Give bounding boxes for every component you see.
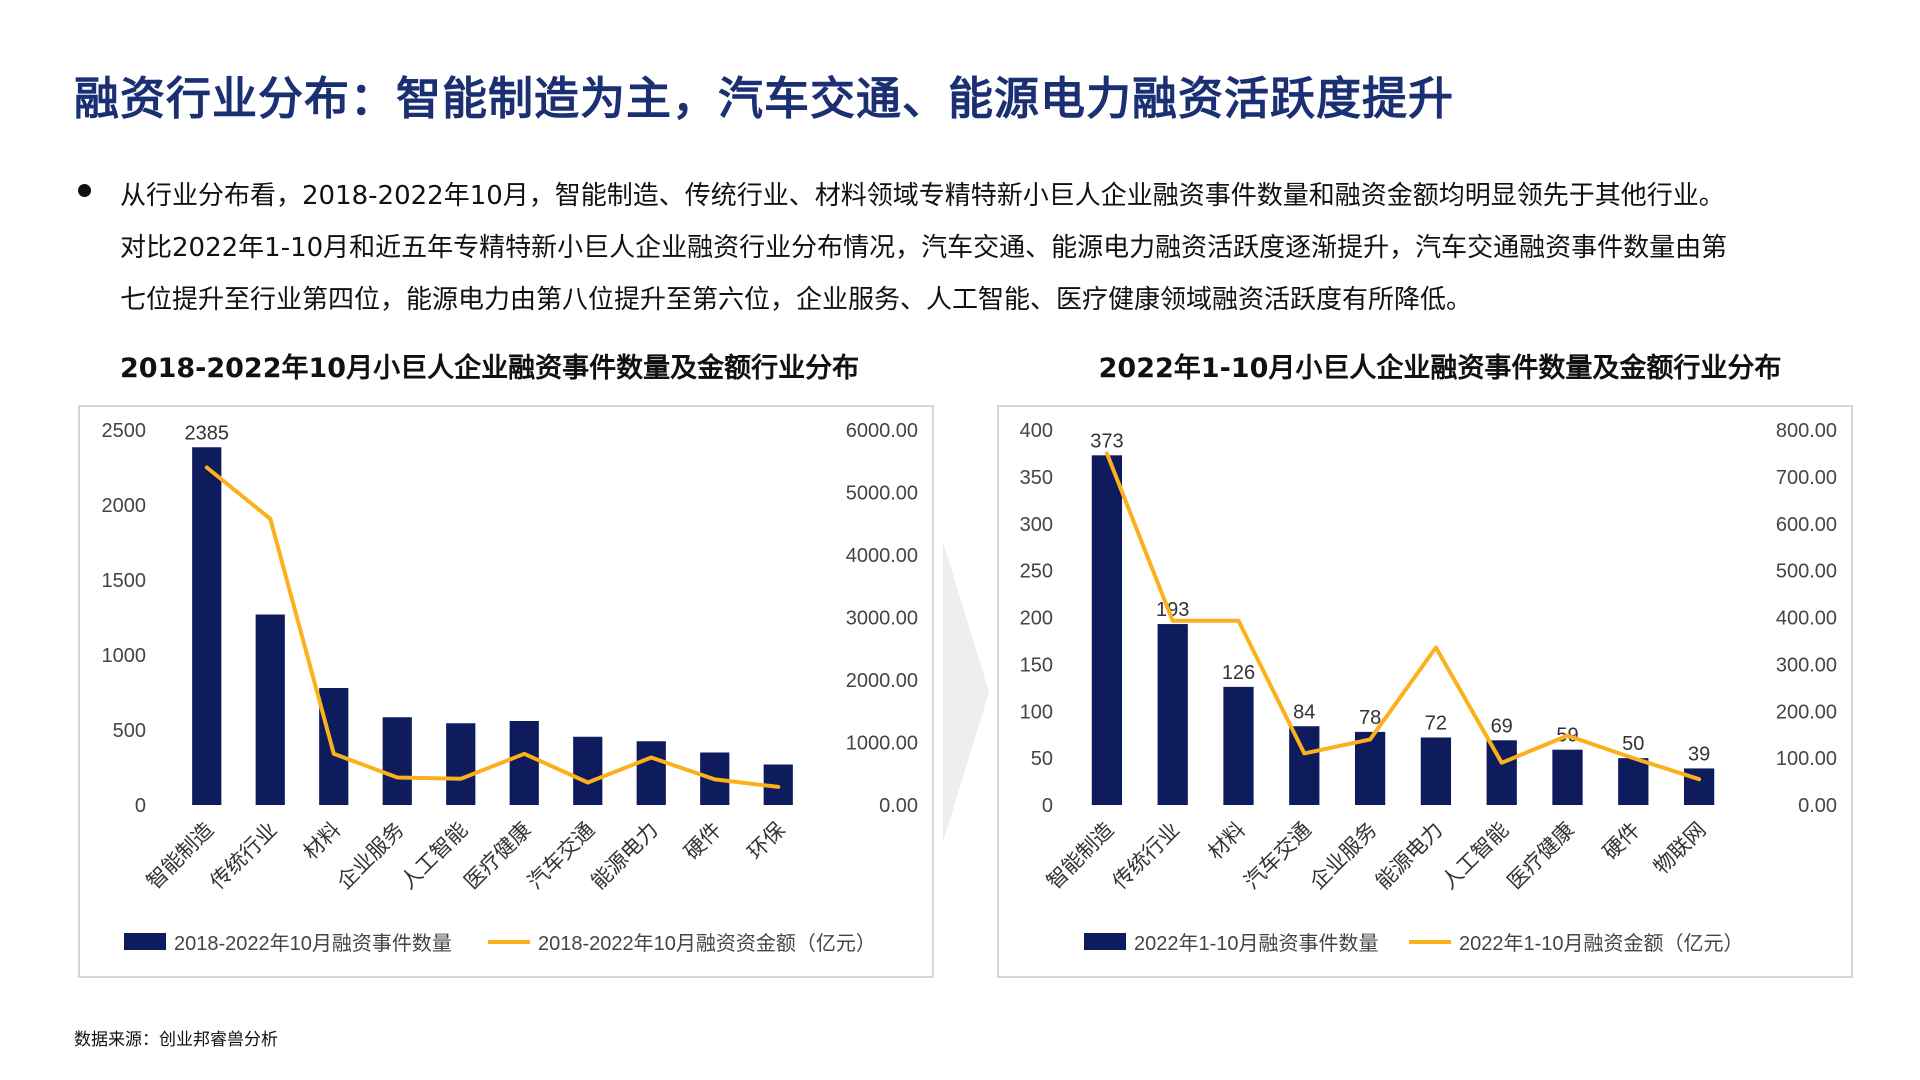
data-label: 2385 xyxy=(185,422,230,444)
x-axis-category-label: 智能制造 xyxy=(143,818,219,894)
x-axis-category-label: 传统行业 xyxy=(206,818,282,894)
legend-bar-label: 2018-2022年10月融资事件数量 xyxy=(174,932,452,955)
arrow-right-icon xyxy=(943,542,989,842)
x-axis-category-label: 硬件 xyxy=(680,818,726,864)
x-axis-category-label: 智能制造 xyxy=(1043,818,1119,894)
chart-bar xyxy=(636,741,666,805)
left-axis-tick: 2000 xyxy=(102,495,147,517)
chart-bar xyxy=(1289,726,1320,805)
x-axis-category-label: 环保 xyxy=(744,818,790,864)
left-axis-tick: 500 xyxy=(113,720,146,742)
left-axis-tick: 250 xyxy=(1020,561,1053,583)
x-axis-category-label: 材料 xyxy=(1204,818,1250,864)
right-axis-tick: 200.00 xyxy=(1776,701,1837,723)
right-axis-tick: 600.00 xyxy=(1776,514,1837,536)
x-axis-category-label: 汽车交通 xyxy=(1240,818,1316,894)
left-axis-tick: 0 xyxy=(135,795,146,817)
chart-bar xyxy=(255,614,285,805)
bullet-dot-icon xyxy=(78,184,91,197)
legend-line-label: 2018-2022年10月融资资金额（亿元） xyxy=(538,932,876,955)
x-axis-category-label: 能源电力 xyxy=(587,818,663,894)
left-axis-tick: 150 xyxy=(1020,654,1053,676)
chart-2-title: 2022年1-10月小巨人企业融资事件数量及金额行业分布 xyxy=(1098,353,1782,384)
data-label: 39 xyxy=(1688,743,1710,765)
x-axis-category-label: 企业服务 xyxy=(1306,818,1382,894)
right-axis-tick: 400.00 xyxy=(1776,608,1837,630)
right-axis-tick: 100.00 xyxy=(1776,748,1837,770)
source-note: 数据来源：创业邦睿兽分析 xyxy=(74,1030,278,1050)
data-label: 69 xyxy=(1491,715,1513,737)
left-axis-tick: 350 xyxy=(1020,467,1053,489)
chart-1-panel: 0 500 1000 1500 2000 2500 0.00 1000.00 2000.00 30… xyxy=(78,405,934,978)
right-axis-tick: 3000.00 xyxy=(846,608,918,630)
chart-bar xyxy=(192,447,222,805)
chart-bar xyxy=(382,717,412,805)
left-axis-tick: 1000 xyxy=(102,645,147,667)
right-axis-tick: 500.00 xyxy=(1776,561,1837,583)
legend-bar-label: 2022年1-10月融资事件数量 xyxy=(1134,932,1379,955)
data-label: 126 xyxy=(1222,662,1255,684)
chart-1-svg: 0 500 1000 1500 2000 2500 0.00 1000.00 2000.00 30… xyxy=(102,420,919,955)
chart-bar xyxy=(1552,749,1583,805)
chart-2-svg: 0 50 100 150 200 250 300 350 400 0.00 100.00 200.00… xyxy=(1020,420,1837,955)
chart-bar xyxy=(1157,624,1188,805)
chart-bar xyxy=(446,723,476,805)
right-axis-tick: 700.00 xyxy=(1776,467,1837,489)
left-axis-tick: 50 xyxy=(1031,748,1053,770)
left-axis-tick: 200 xyxy=(1020,608,1053,630)
right-axis-tick: 300.00 xyxy=(1776,654,1837,676)
chart-series-line xyxy=(1104,451,1702,782)
right-axis-tick: 5000.00 xyxy=(846,483,918,505)
chart-1-title: 2018-2022年10月小巨人企业融资事件数量及金额行业分布 xyxy=(120,353,860,384)
chart-bar xyxy=(1223,686,1254,805)
legend-bar-swatch xyxy=(124,933,166,950)
summary-line: 七位提升至行业第四位，能源电力由第八位提升至第六位，企业服务、人工智能、医疗健康… xyxy=(120,285,1473,315)
x-axis-category-label: 企业服务 xyxy=(333,818,409,894)
data-label: 50 xyxy=(1622,733,1644,755)
chart-bar xyxy=(1091,455,1123,805)
data-label: 84 xyxy=(1293,701,1315,723)
legend-line-label: 2022年1-10月融资金额（亿元） xyxy=(1459,932,1744,955)
right-axis-tick: 800.00 xyxy=(1776,420,1837,442)
left-axis-tick: 2500 xyxy=(102,420,147,442)
data-label: 373 xyxy=(1090,430,1123,452)
data-label: 78 xyxy=(1359,707,1381,729)
left-axis-tick: 100 xyxy=(1020,701,1053,723)
right-axis-tick: 4000.00 xyxy=(846,545,918,567)
chart-bar xyxy=(1618,758,1649,805)
x-axis-category-label: 传统行业 xyxy=(1109,818,1185,894)
x-axis-category-label: 物联网 xyxy=(1650,818,1711,879)
x-axis-category-label: 汽车交通 xyxy=(524,818,600,894)
left-axis-tick: 0 xyxy=(1042,795,1053,817)
right-axis-tick: 6000.00 xyxy=(846,420,918,442)
x-axis-category-label: 材料 xyxy=(299,818,345,864)
summary-text: 从行业分布看，2018-2022年10月，智能制造、传统行业、材料领域专精特新小… xyxy=(120,170,1727,326)
chart-bar xyxy=(573,736,603,805)
x-axis-category-label: 能源电力 xyxy=(1372,818,1448,894)
right-axis-tick: 0.00 xyxy=(1798,795,1837,817)
legend-bar-swatch xyxy=(1084,933,1126,950)
x-axis-category-label: 医疗健康 xyxy=(1503,818,1579,894)
x-axis-category-label: 硬件 xyxy=(1599,818,1645,864)
data-label: 72 xyxy=(1425,713,1447,735)
x-axis-category-label: 人工智能 xyxy=(1438,818,1514,894)
chart-2-panel: 0 50 100 150 200 250 300 350 400 0.00 100.00 200.00… xyxy=(997,405,1853,978)
summary-line: 从行业分布看，2018-2022年10月，智能制造、传统行业、材料领域专精特新小… xyxy=(120,181,1725,211)
x-axis-category-label: 医疗健康 xyxy=(460,818,536,894)
chart-bar xyxy=(1354,731,1386,805)
right-axis-tick: 2000.00 xyxy=(846,670,918,692)
summary-line: 对比2022年1-10月和近五年专精特新小巨人企业融资行业分布情况，汽车交通、能… xyxy=(120,233,1728,263)
left-axis-tick: 400 xyxy=(1020,420,1053,442)
left-axis-tick: 300 xyxy=(1020,514,1053,536)
right-axis-tick: 1000.00 xyxy=(846,733,918,755)
chart-bar xyxy=(1486,740,1517,805)
chart-bar xyxy=(509,721,539,805)
chart-series-line xyxy=(204,465,781,789)
x-axis-category-label: 人工智能 xyxy=(397,818,473,894)
right-axis-tick: 0.00 xyxy=(879,795,918,817)
page-title: 融资行业分布：智能制造为主，汽车交通、能源电力融资活跃度提升 xyxy=(74,72,1455,125)
left-axis-tick: 1500 xyxy=(102,570,147,592)
chart-bar xyxy=(1420,737,1452,805)
